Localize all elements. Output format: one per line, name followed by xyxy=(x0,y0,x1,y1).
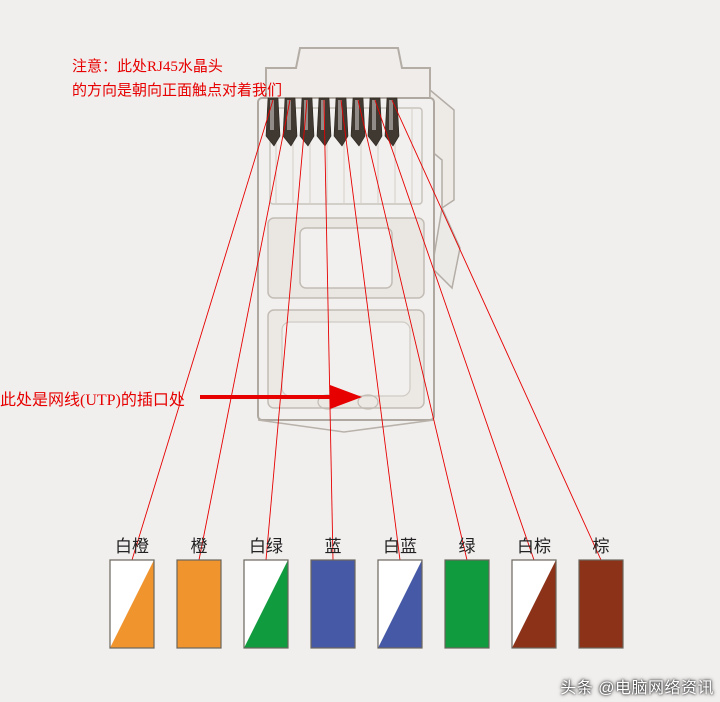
wire-label: 白蓝 xyxy=(375,532,425,557)
note-line2: 的方向是朝向正面触点对着我们 xyxy=(72,79,282,103)
orientation-note: 注意：此处RJ45水晶头 的方向是朝向正面触点对着我们 xyxy=(72,55,282,103)
wire-label: 绿 xyxy=(442,532,492,557)
wire-label: 白棕 xyxy=(509,532,559,557)
note-line1: 注意：此处RJ45水晶头 xyxy=(72,55,282,79)
wire-label: 白橙 xyxy=(107,532,157,557)
wire-color-boxes xyxy=(110,560,623,648)
insert-label: 此处是网线(UTP)的插口处 xyxy=(0,386,185,410)
wire-label: 棕 xyxy=(576,532,626,557)
wire-label: 蓝 xyxy=(308,532,358,557)
diagram-svg xyxy=(0,0,720,702)
wire-label: 白绿 xyxy=(241,532,291,557)
wire-label: 橙 xyxy=(174,532,224,557)
watermark: 头条 @电脑网络资讯 xyxy=(560,674,714,698)
